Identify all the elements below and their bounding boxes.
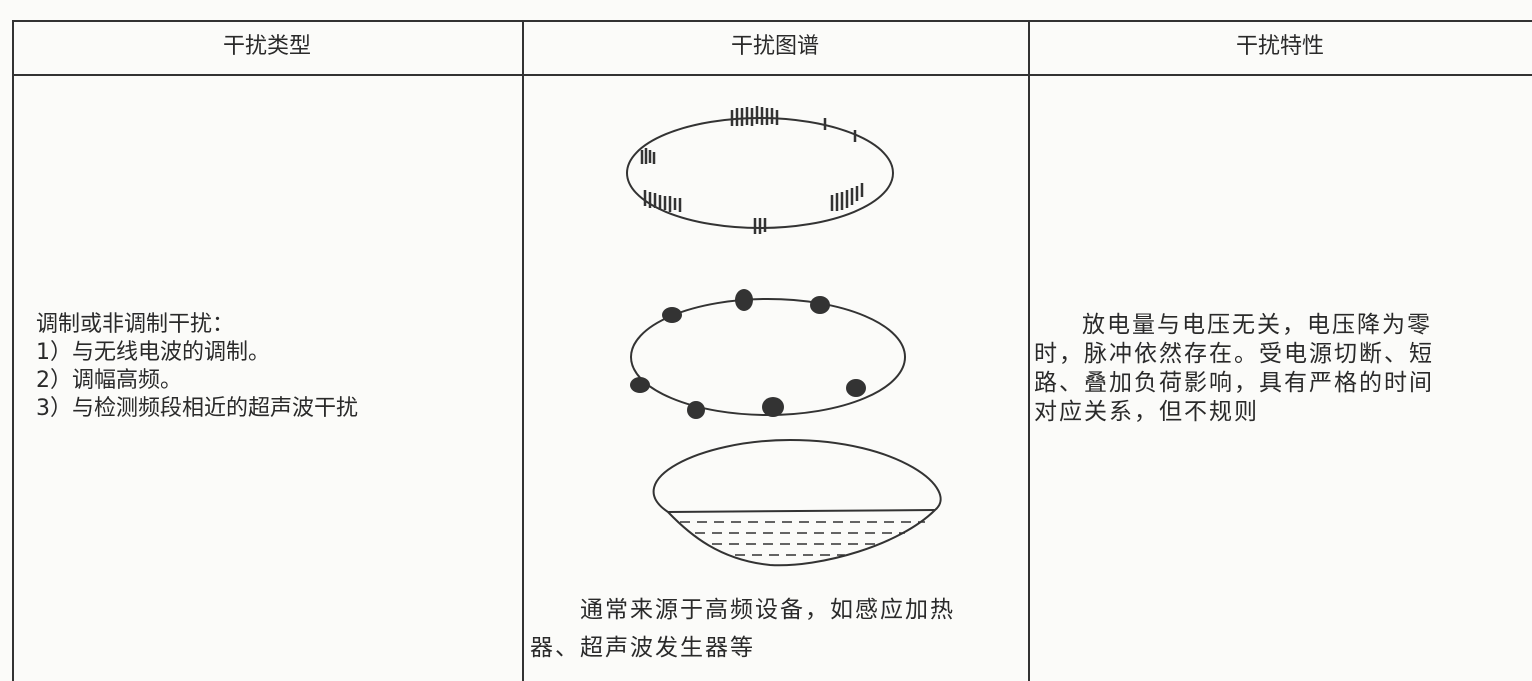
cell-line: 调制或非调制干扰： (36, 312, 235, 337)
cell-line: 3）与检测频段相近的超声波干扰 (36, 396, 358, 421)
header-cell: 干扰图谱 (730, 34, 819, 59)
cell-line: 器、超声波发生器等 (530, 635, 755, 661)
cell-line: 放电量与电压无关，电压降为零 (1082, 312, 1432, 338)
cell-line: 路、叠加负荷影响，具有严格的时间 (1034, 370, 1434, 396)
table-top-border (12, 20, 1532, 22)
header-border (12, 74, 1532, 76)
cell-line: 时，脉冲依然存在。受电源切断、短 (1034, 341, 1434, 367)
column-border (522, 20, 524, 681)
column-border (1028, 20, 1030, 681)
cell-line: 对应关系，但不规则 (1034, 399, 1259, 425)
crescent-pattern (652, 438, 942, 567)
header-cell: 干扰类型 (222, 34, 311, 59)
cell-line: 2）调幅高频。 (36, 368, 182, 393)
cell-line: 1）与无线电波的调制。 (36, 340, 270, 365)
header-cell: 干扰特性 (1235, 34, 1324, 59)
ellipse-pattern-2 (630, 289, 906, 419)
column-border (12, 20, 14, 681)
ellipse-pattern-1 (626, 106, 894, 234)
cell-line: 通常来源于高频设备，如感应加热 (580, 597, 955, 623)
